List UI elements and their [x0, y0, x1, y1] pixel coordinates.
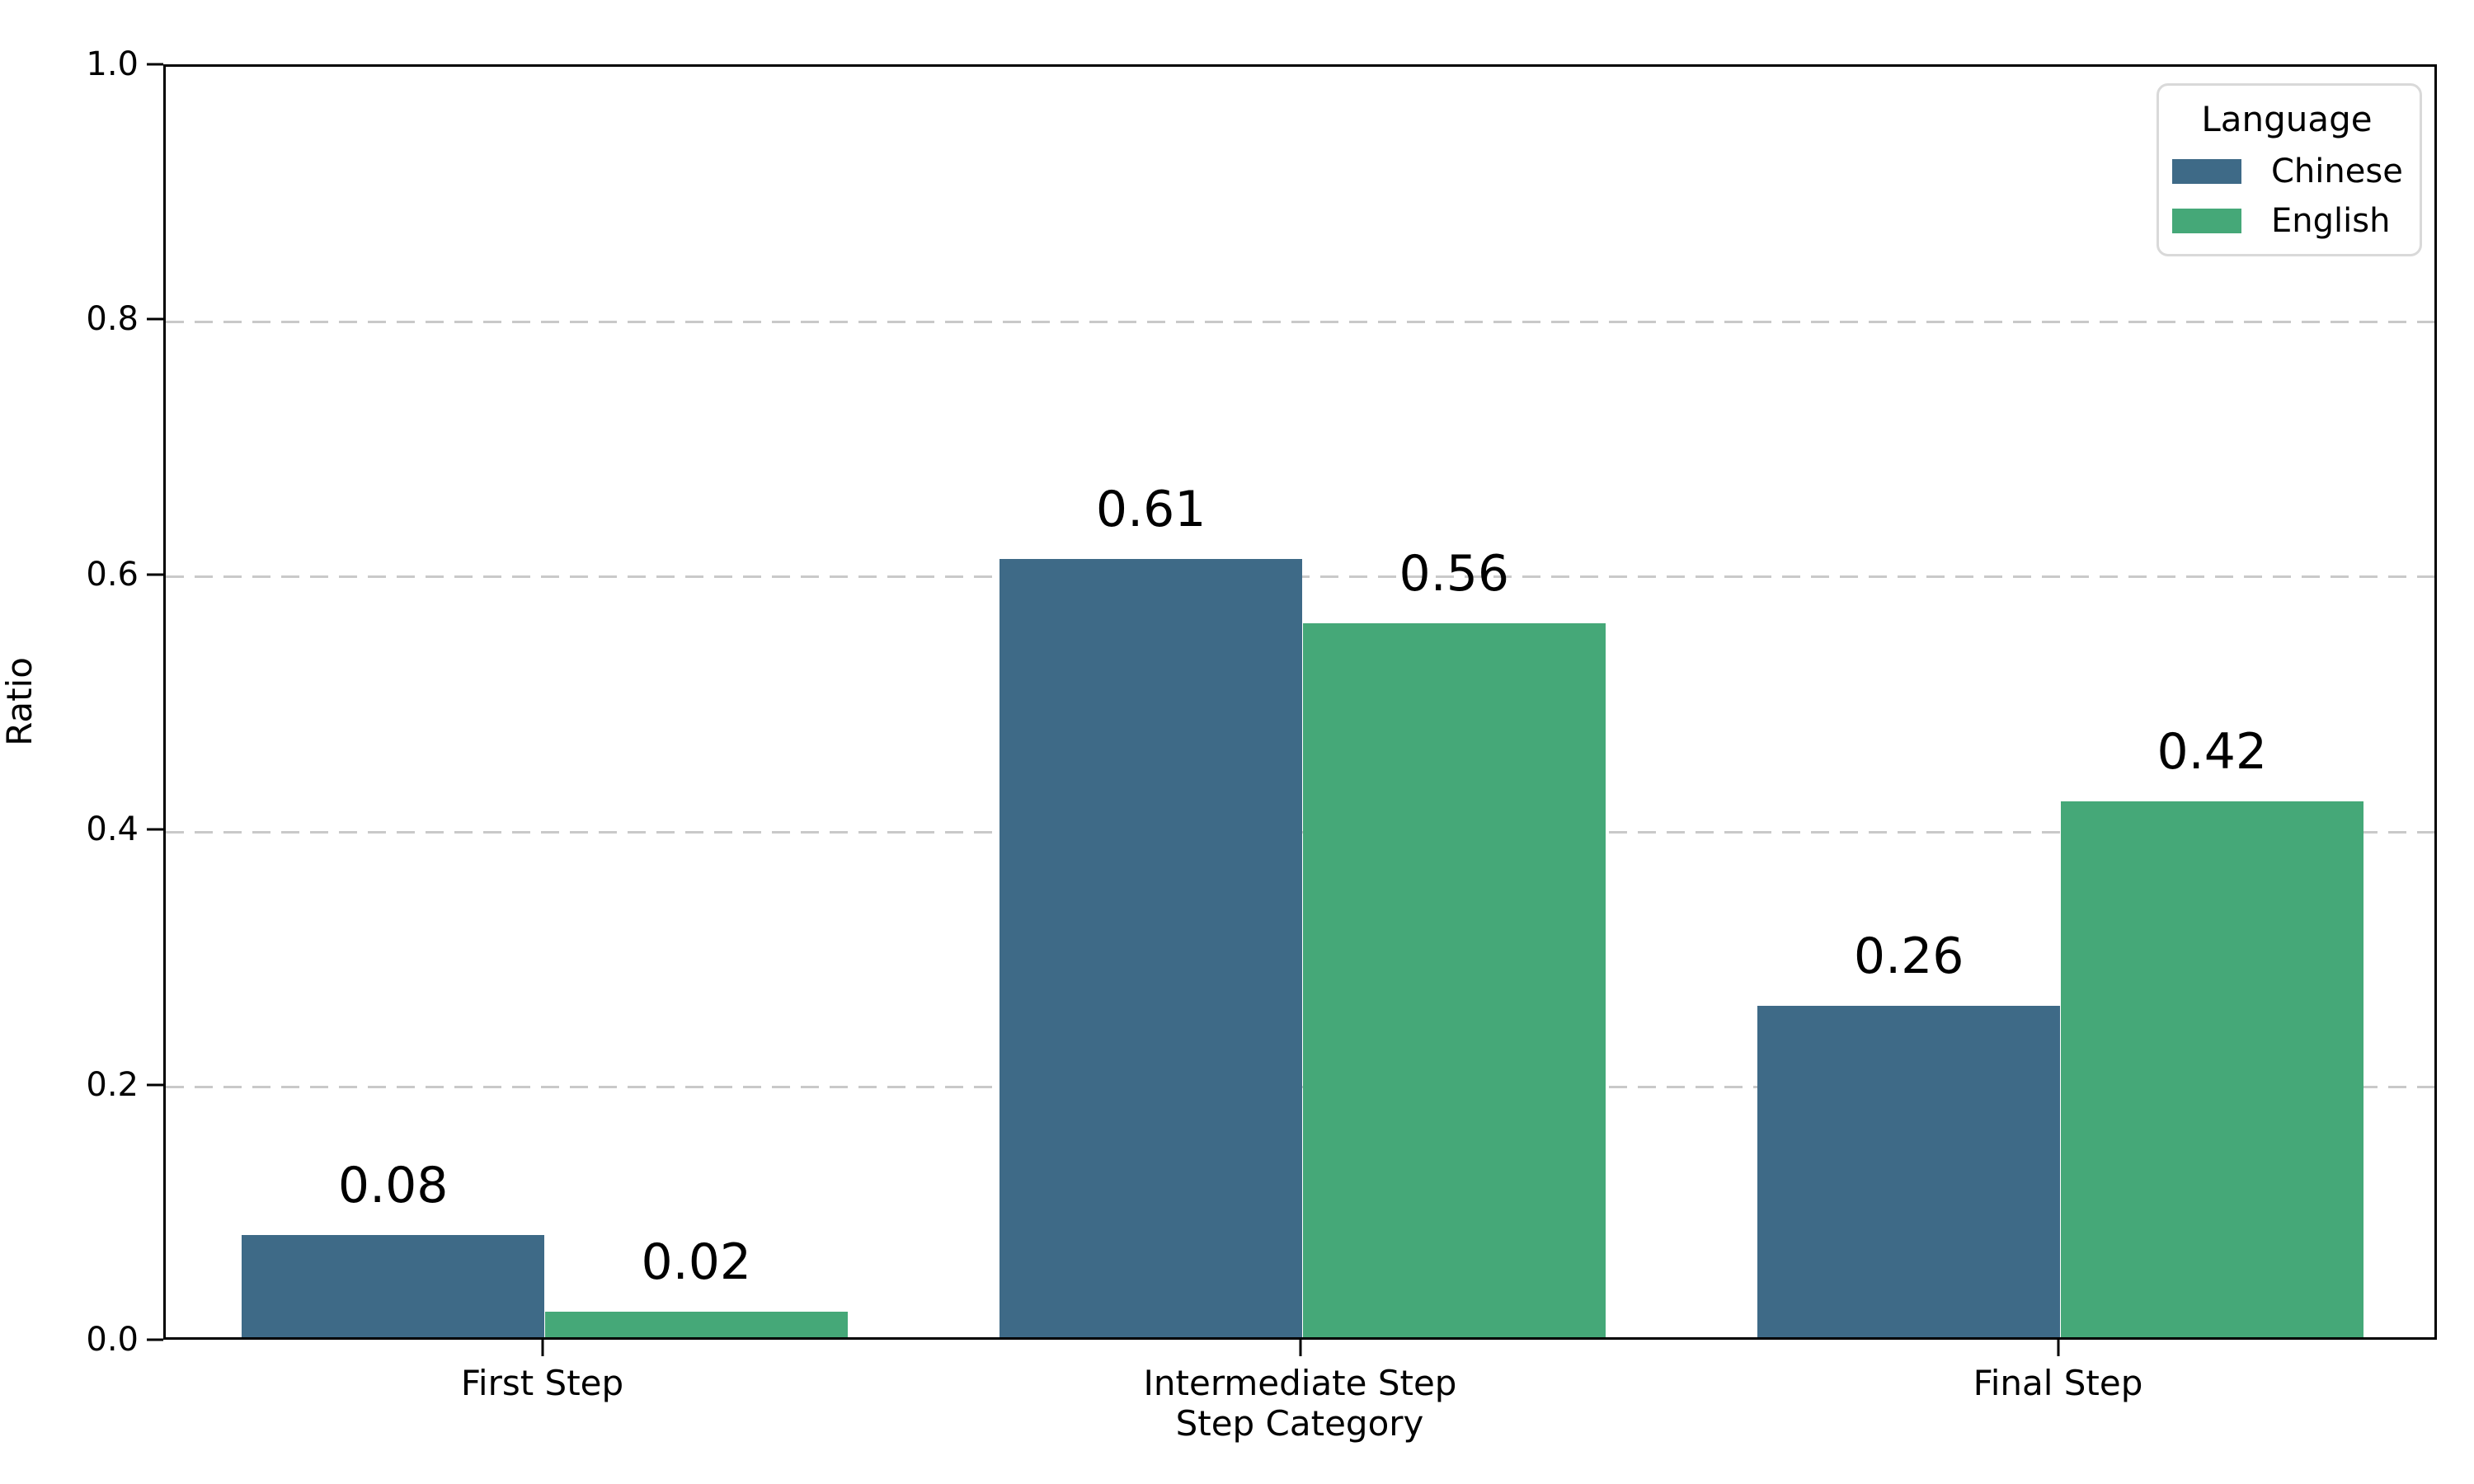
ytick-mark	[147, 573, 163, 576]
ytick-mark	[147, 1083, 163, 1087]
ytick-label-0.4: 0.4	[86, 810, 139, 849]
legend-title: Language	[2201, 99, 2373, 139]
ytick-label-0.6: 0.6	[86, 555, 139, 594]
legend-item-label: Chinese	[2271, 153, 2403, 191]
legend-swatch-english	[2172, 209, 2241, 234]
bar-value-label: 0.61	[1095, 481, 1206, 539]
legend-items: Chinese English	[2172, 153, 2403, 237]
bar-chinese-1	[999, 559, 1303, 1337]
bar-value-label: 0.26	[1853, 927, 1964, 985]
bar-value-label: 0.42	[2157, 723, 2268, 782]
legend: Language Chinese English	[2157, 83, 2422, 257]
xtick-label-1: Intermediate Step	[1143, 1363, 1457, 1403]
legend-item-label: English	[2271, 202, 2391, 241]
xtick-label-2: Final Step	[1973, 1363, 2143, 1403]
xtick-mark	[1299, 1340, 1301, 1356]
ytick-mark	[147, 63, 163, 66]
ytick-mark	[147, 1338, 163, 1341]
bar-english-2	[2060, 801, 2364, 1337]
xtick-label-0: First Step	[460, 1363, 624, 1403]
bar-value-label: 0.56	[1399, 544, 1510, 603]
bar-chinese-0	[241, 1235, 545, 1337]
xtick-mark	[2057, 1340, 2059, 1356]
y-axis-label: Ratio	[0, 657, 40, 746]
ytick-mark	[147, 317, 163, 321]
plot-area: 0.08 0.61 0.26 0.02 0.56 0.42 Language Chines…	[163, 64, 2437, 1340]
legend-item-chinese: Chinese	[2172, 153, 2403, 191]
ytick-label-1.0: 1.0	[86, 45, 139, 83]
bar-value-label: 0.08	[337, 1157, 449, 1215]
ytick-label-0.8: 0.8	[86, 300, 139, 339]
xtick-mark	[541, 1340, 543, 1356]
legend-swatch-chinese	[2172, 159, 2241, 185]
bar-chinese-2	[1757, 1005, 2061, 1337]
gridline-0.8	[166, 320, 2434, 323]
ytick-label-0.2: 0.2	[86, 1065, 139, 1104]
ytick-mark	[147, 828, 163, 831]
bar-value-label: 0.02	[641, 1233, 752, 1292]
bar-english-0	[544, 1312, 849, 1337]
bar-english-1	[1302, 622, 1606, 1337]
x-axis-label: Step Category	[1175, 1403, 1424, 1444]
legend-item-english: English	[2172, 204, 2401, 237]
ytick-label-0.0: 0.0	[86, 1321, 139, 1359]
